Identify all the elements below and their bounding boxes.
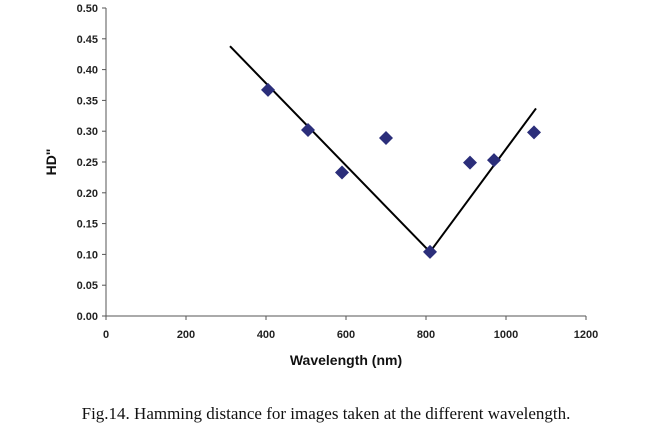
data-point (527, 125, 541, 140)
y-tick-label: 0.45 (77, 34, 98, 46)
data-points (261, 82, 541, 259)
data-point (335, 165, 349, 180)
data-point (261, 82, 275, 97)
y-tick-label: 0.05 (77, 280, 98, 292)
data-point (379, 130, 393, 145)
y-tick-label: 0.30 (77, 126, 98, 138)
data-point (301, 122, 315, 137)
y-tick-label: 0.35 (77, 95, 98, 107)
y-tick-label: 0.10 (77, 249, 98, 261)
x-tick-label: 200 (177, 329, 195, 341)
x-axis-title: Wavelength (nm) (290, 352, 402, 368)
y-tick-label: 0.20 (77, 188, 98, 200)
x-tick-label: 1200 (574, 329, 598, 341)
y-tick-label: 0.15 (77, 219, 98, 231)
chart: 0.00 0.05 0.10 0.15 0.20 0.25 0.30 0.35 0.40 0.45… (43, 3, 599, 368)
y-axis-title: HD" (43, 149, 59, 176)
data-point (423, 244, 437, 259)
y-tick-label: 0.00 (77, 311, 98, 323)
data-point (487, 153, 501, 168)
data-point (463, 155, 477, 170)
figure-caption: Fig.14. Hamming distance for images take… (81, 404, 571, 423)
fit-line (229, 45, 431, 253)
x-tick-label: 600 (337, 329, 355, 341)
x-tick-label: 800 (417, 329, 435, 341)
y-tick-label: 0.50 (77, 3, 98, 15)
fit-line (429, 107, 537, 253)
y-tick-label: 0.25 (77, 157, 98, 169)
x-tick-label: 400 (257, 329, 275, 341)
fit-lines (229, 45, 537, 253)
axes (102, 7, 587, 320)
y-tick-label: 0.40 (77, 65, 98, 77)
x-tick-label: 0 (103, 329, 109, 341)
x-tick-label: 1000 (494, 329, 518, 341)
tick-labels: 0.00 0.05 0.10 0.15 0.20 0.25 0.30 0.35 0.40 0.45… (77, 3, 599, 341)
